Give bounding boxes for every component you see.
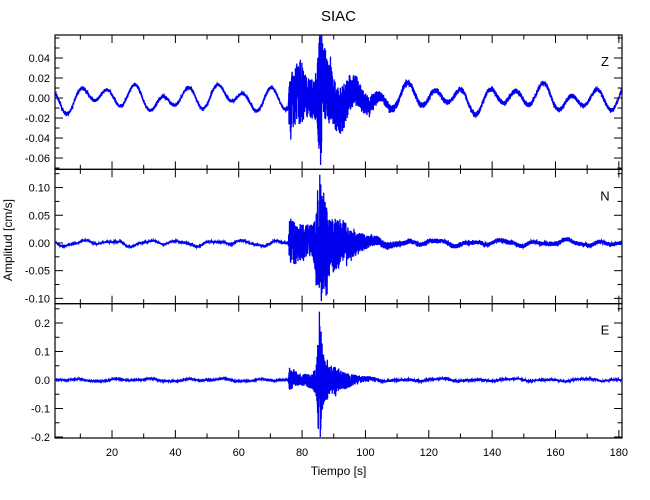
x-tick-label: 180 [610,447,628,459]
y-tick-label: -0.06 [25,153,50,165]
x-tick-label: 140 [483,447,501,459]
panel-label-N: N [600,188,609,203]
x-tick-label: 40 [169,447,181,459]
y-tick-label: 0.0 [35,375,50,387]
x-tick-label: 120 [420,447,438,459]
x-tick-label: 60 [233,447,245,459]
panel-N: 0.10 0.05 0.00 -0.05 -0.10 N [25,168,623,305]
y-tick-label: 0.2 [35,318,50,330]
y-tick-label: 0.00 [29,238,50,250]
panel-label-Z: Z [601,54,609,69]
y-tick-label: 0.04 [29,53,50,65]
trace-Z [55,35,622,166]
y-tick-label: 0.10 [29,183,50,195]
x-tick-label: 80 [296,447,308,459]
x-axis-label: Tiempo [s] [310,464,367,478]
trace-E [55,311,622,438]
y-tick-label: 0.05 [29,210,50,222]
panel-Z: 0.04 0.02 0.00 -0.02 -0.04 -0.06 Z [25,34,623,170]
panel-border-E [54,303,623,439]
y-tick-label: -0.04 [25,133,50,145]
y-tick-label: 0.02 [29,73,50,85]
y-tick-label: -0.2 [31,432,50,444]
y-tick-label: -0.05 [25,266,50,278]
y-tick-label: 0.1 [35,347,50,359]
x-tick-label: 20 [106,447,118,459]
ticks-N [55,169,622,304]
ticks-E [55,303,622,438]
chart-title: SIAC [320,8,356,25]
x-tick-label: 160 [546,447,564,459]
panel-E: 0.2 0.1 0.0 -0.1 -0.2 20 40 60 80 100 120 140 160 180… [31,303,628,459]
ticks-Z [55,35,622,170]
x-tick-label: 100 [356,447,374,459]
y-tick-label: 0.00 [29,93,50,105]
y-tick-label: -0.1 [31,404,50,416]
trace-N [55,174,622,302]
y-axis-label: Amplitud [cm/s] [1,198,15,282]
panel-label-E: E [601,323,610,338]
y-tick-label: -0.02 [25,113,50,125]
y-tick-label: -0.10 [25,293,50,305]
